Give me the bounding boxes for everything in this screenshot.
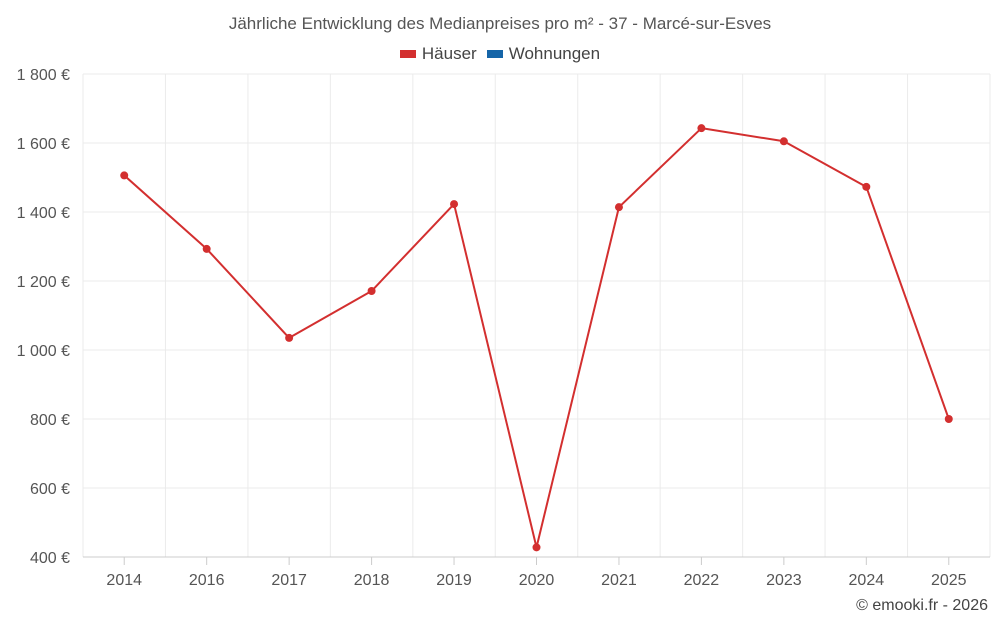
y-tick-label: 1 000 € bbox=[17, 343, 70, 360]
legend-label-wohnungen: Wohnungen bbox=[508, 44, 601, 63]
legend-item-haeuser[interactable]: Häuser bbox=[399, 44, 477, 64]
x-tick-label: 2023 bbox=[766, 572, 802, 589]
x-tick-label: 2017 bbox=[271, 572, 307, 589]
credit-text: © emooki.fr - 2026 bbox=[856, 597, 988, 614]
x-tick-label: 2016 bbox=[189, 572, 225, 589]
data-point bbox=[367, 287, 376, 296]
y-tick-label: 600 € bbox=[30, 481, 70, 498]
data-point bbox=[532, 543, 541, 552]
y-tick-label: 1 600 € bbox=[17, 136, 70, 153]
y-tick-label: 800 € bbox=[30, 412, 70, 429]
data-point bbox=[697, 124, 706, 133]
x-tick-label: 2020 bbox=[519, 572, 555, 589]
y-tick-label: 1 400 € bbox=[17, 205, 70, 222]
x-tick-label: 2025 bbox=[931, 572, 967, 589]
data-point bbox=[862, 182, 871, 191]
y-tick-label: 1 200 € bbox=[17, 274, 70, 291]
legend-swatch-haeuser bbox=[399, 50, 416, 58]
y-tick-label: 400 € bbox=[30, 550, 70, 567]
x-tick-label: 2021 bbox=[601, 572, 637, 589]
x-tick-label: 2014 bbox=[106, 572, 142, 589]
x-tick-label: 2024 bbox=[849, 572, 885, 589]
data-point bbox=[944, 415, 953, 423]
x-tick-label: 2019 bbox=[436, 572, 472, 589]
data-point bbox=[450, 200, 459, 209]
legend-label-haeuser: Häuser bbox=[421, 44, 477, 63]
data-point bbox=[779, 137, 788, 146]
x-tick-label: 2022 bbox=[684, 572, 720, 589]
legend-swatch-wohnungen bbox=[486, 50, 503, 58]
data-point bbox=[285, 333, 294, 342]
legend-item-wohnungen[interactable]: Wohnungen bbox=[486, 44, 601, 64]
data-point bbox=[202, 244, 211, 253]
chart-title: Jährliche Entwicklung des Medianpreises … bbox=[228, 14, 772, 33]
data-point bbox=[614, 203, 623, 212]
legend: Häuser Wohnungen bbox=[0, 44, 1000, 64]
data-point bbox=[120, 171, 129, 180]
y-tick-label: 1 800 € bbox=[17, 67, 70, 84]
x-tick-label: 2018 bbox=[354, 572, 390, 589]
